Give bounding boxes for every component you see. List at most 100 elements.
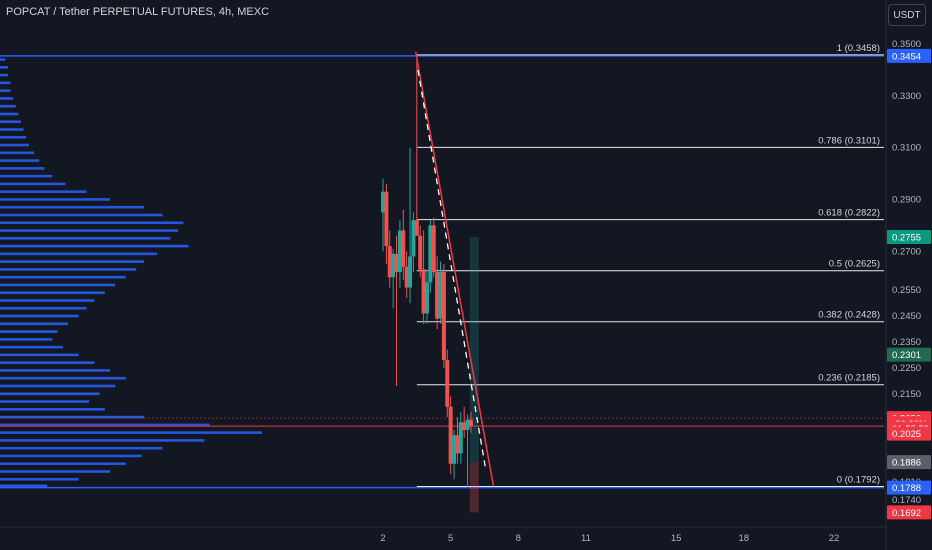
price-badge	[887, 230, 931, 245]
currency-button[interactable]: USDT	[888, 4, 926, 26]
candle-body	[441, 272, 446, 361]
volume-profile-bar	[0, 470, 111, 473]
price-badge-label: 0.2025	[892, 429, 921, 440]
candle-body	[418, 235, 423, 270]
candle-body	[391, 253, 396, 278]
price-badge-label: 0.1886	[892, 458, 921, 469]
dashed-trendline	[417, 69, 487, 470]
fib-level-label: 0 (0.1792)	[837, 475, 880, 486]
volume-profile-bar	[0, 306, 87, 310]
volume-profile-bar	[0, 431, 262, 434]
volume-profile-bar	[0, 81, 11, 85]
candle-body	[455, 435, 460, 454]
y-tick-label: 0.2450	[892, 311, 921, 322]
price-badge	[887, 455, 931, 470]
x-tick-label: 18	[739, 533, 750, 544]
y-tick-label: 0.2250	[892, 363, 921, 374]
x-tick-label: 11	[581, 533, 591, 544]
volume-profile-bar	[0, 369, 111, 372]
y-tick-label: 0.2550	[892, 285, 921, 296]
x-tick-label: 15	[671, 533, 682, 544]
candle-body	[384, 191, 389, 247]
candle-body	[428, 225, 433, 283]
candle-body	[421, 269, 426, 314]
price-badge	[887, 48, 931, 63]
fib-level-label: 0.5 (0.2625)	[829, 259, 880, 270]
x-tick-label: 22	[829, 533, 840, 544]
candle-body	[445, 360, 450, 407]
price-badge	[887, 505, 931, 520]
price-badge-label: 0.1788	[892, 483, 921, 494]
volume-profile-bar	[0, 66, 8, 69]
x-tick-label: 2	[380, 533, 385, 544]
volume-profile-bar	[0, 376, 126, 380]
y-tick-label: 0.3100	[892, 143, 921, 154]
candle-body	[458, 422, 463, 454]
y-tick-label: 0.1740	[892, 495, 921, 506]
trendline	[414, 51, 495, 487]
candle-body	[462, 422, 467, 431]
volume-profile-bar	[0, 400, 90, 403]
candle-body	[404, 266, 409, 288]
candle-body	[424, 282, 429, 314]
volume-profile-bar	[0, 213, 163, 217]
candle-body	[468, 419, 473, 427]
volume-profile-bar	[0, 338, 53, 341]
price-badge-label: 0.3454	[892, 51, 921, 62]
candle-body	[394, 253, 399, 272]
price-badge	[887, 347, 931, 362]
y-tick-label: 0.2150	[892, 389, 921, 400]
candle-body	[431, 225, 436, 272]
candle-body	[438, 272, 443, 319]
x-tick-label: 5	[448, 533, 453, 544]
volume-profile-bar	[0, 128, 24, 131]
volume-profile-bar	[0, 361, 95, 364]
x-tick-label: 8	[516, 533, 521, 544]
volume-profile-bar	[0, 283, 116, 287]
y-tick-label: 0.2900	[892, 194, 921, 205]
y-tick-label: 0.2350	[892, 337, 921, 348]
volume-profile-bar	[0, 221, 184, 225]
volume-profile-bar	[0, 97, 14, 100]
volume-profile-bar	[0, 104, 16, 108]
position-stop-zone	[469, 462, 479, 513]
volume-profile-bar	[0, 237, 171, 240]
volume-profile-bar	[0, 314, 79, 318]
volume-profile-bar	[0, 415, 145, 419]
volume-profile-bar	[0, 353, 79, 357]
price-badge	[887, 426, 931, 441]
candles	[381, 55, 473, 488]
volume-profile-bar	[0, 446, 163, 450]
y-tick-label: 0.3500	[892, 39, 921, 50]
volume-profile-bar	[0, 151, 35, 155]
volume-profile-bar	[0, 89, 11, 92]
price-badge-label: 0.2301	[892, 350, 921, 361]
price-badge-label: 0.1692	[892, 508, 921, 519]
fib-level-label: 0.618 (0.2822)	[818, 208, 880, 219]
volume-profile-bar	[0, 252, 158, 256]
volume-profile-bar	[0, 291, 105, 295]
volume-profile-bar	[0, 462, 126, 466]
volume-profile-bar	[0, 174, 53, 178]
fib-level-label: 0.786 (0.3101)	[818, 135, 880, 146]
candle-body	[381, 191, 385, 213]
candle-body	[448, 406, 453, 464]
candle-body	[465, 419, 470, 431]
volume-profile-bar	[0, 182, 66, 186]
volume-profile-bar	[0, 135, 27, 139]
volume-profile-bar	[0, 260, 145, 263]
candle-body	[414, 220, 419, 236]
volume-profile-bar	[0, 268, 137, 271]
volume-profile-bar	[0, 244, 189, 248]
fib-level-label: 1 (0.3458)	[837, 43, 880, 54]
volume-profile-bar	[0, 454, 142, 458]
fib-level-label: 0.236 (0.2185)	[818, 373, 880, 384]
volume-profile-bar	[0, 167, 45, 170]
volume-profile-bar	[0, 229, 179, 232]
volume-profile	[0, 58, 262, 488]
volume-profile-bar	[0, 205, 145, 209]
candle-body	[435, 272, 440, 319]
volume-profile-bar	[0, 190, 87, 193]
candle-body	[408, 256, 413, 288]
